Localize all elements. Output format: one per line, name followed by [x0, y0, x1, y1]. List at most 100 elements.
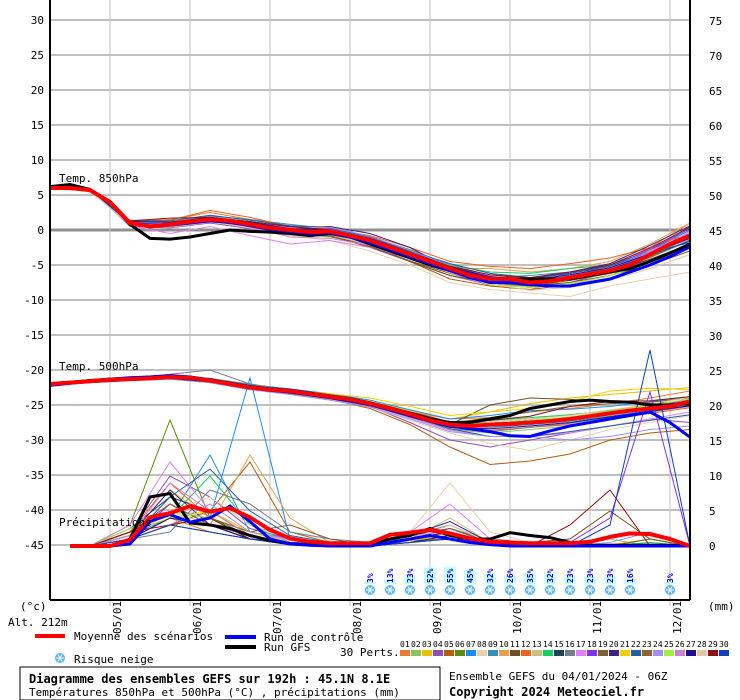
member-number: 19 — [598, 640, 608, 649]
left-tick-label: 15 — [31, 119, 44, 132]
left-tick-label: -25 — [24, 399, 44, 412]
legend-snow-label: Risque neige — [74, 653, 153, 666]
right-tick-label: 0 — [709, 540, 716, 553]
right-tick-label: 45 — [709, 225, 722, 238]
member-number: 23 — [642, 640, 652, 649]
legend-perts-label: 30 Perts. — [340, 646, 400, 659]
member-number: 26 — [675, 640, 685, 649]
snow-risk-bar — [424, 567, 436, 584]
snowflake-icon — [625, 585, 635, 595]
member-color-swatch — [653, 650, 663, 656]
left-tick-label: -15 — [24, 329, 44, 342]
snow-risk-bar — [544, 573, 556, 584]
left-tick-label: 10 — [31, 154, 44, 167]
member-number: 13 — [532, 640, 542, 649]
member-color-swatch — [466, 650, 476, 656]
snow-risk-pct: 3% — [366, 573, 375, 583]
member-color-swatch — [675, 650, 685, 656]
chart-title: Diagramme des ensembles GEFS sur 192h : … — [29, 672, 390, 686]
right-tick-label: 60 — [709, 120, 722, 133]
member-number: 16 — [565, 640, 575, 649]
snowflake-icon — [525, 585, 535, 595]
member-number: 03 — [422, 640, 432, 649]
date-tick-label: 06/01 — [191, 601, 204, 634]
member-color-swatch — [587, 650, 597, 656]
member-color-swatch — [565, 650, 575, 656]
member-number: 05 — [444, 640, 454, 649]
altitude: Alt. 212m — [8, 616, 68, 629]
snowflake-icon — [485, 585, 495, 595]
t850-member-12-line — [49, 186, 691, 270]
grid — [50, 0, 690, 606]
right-tick-label: 50 — [709, 190, 722, 203]
right-axis-unit: (mm) — [708, 600, 735, 613]
member-color-swatch — [642, 650, 652, 656]
snowflake-icon — [665, 585, 675, 595]
member-color-swatch — [455, 650, 465, 656]
snowflake-icon — [545, 585, 555, 595]
snow-risk-bar — [444, 566, 456, 584]
right-tick-label: 20 — [709, 400, 722, 413]
snowflake-icon — [445, 585, 455, 595]
date-tick-label: 09/01 — [431, 601, 444, 634]
right-tick-label: 40 — [709, 260, 722, 273]
member-number: 17 — [576, 640, 586, 649]
run-info: Ensemble GEFS du 04/01/2024 - 06Z — [449, 670, 668, 683]
right-tick-label: 70 — [709, 50, 722, 63]
member-color-swatch — [521, 650, 531, 656]
member-number: 21 — [620, 640, 630, 649]
snowflake-icon — [585, 585, 595, 595]
legend-gfs-label: Run GFS — [264, 641, 310, 654]
right-tick-label: 10 — [709, 470, 722, 483]
member-number: 07 — [466, 640, 476, 649]
copyright: Copyright 2024 Meteociel.fr — [449, 685, 644, 699]
member-color-swatch — [499, 650, 509, 656]
left-tick-label: 30 — [31, 14, 44, 27]
snow-risk-bar — [604, 576, 616, 584]
left-tick-label: -40 — [24, 504, 44, 517]
member-color-swatch — [664, 650, 674, 656]
snow-risk-bar — [524, 572, 536, 584]
member-color-swatch — [598, 650, 608, 656]
snow-risk-bar — [664, 582, 676, 584]
member-color-swatch — [708, 650, 718, 656]
member-number: 24 — [653, 640, 663, 649]
member-number: 02 — [411, 640, 421, 649]
date-tick-label: 10/01 — [511, 601, 524, 634]
snow-risk-pct: 45% — [466, 568, 475, 583]
snow-risk-pct: 3% — [666, 573, 675, 583]
member-number: 27 — [686, 640, 696, 649]
member-number: 01 — [400, 640, 410, 649]
member-color-swatch — [532, 650, 542, 656]
member-number: 12 — [521, 640, 531, 649]
member-number: 28 — [697, 640, 707, 649]
date-tick-label: 05/01 — [111, 601, 124, 634]
snow-risk-pct: 16% — [626, 568, 635, 583]
label-t850: Temp. 850hPa — [59, 172, 138, 185]
legend: Moyenne des scénarios Run de contrôle Ru… — [35, 630, 729, 666]
member-number: 29 — [708, 640, 718, 649]
right-tick-label: 25 — [709, 365, 722, 378]
member-color-swatch — [576, 650, 586, 656]
member-color-swatch — [444, 650, 454, 656]
member-color-swatch — [609, 650, 619, 656]
snowflake-icon — [465, 585, 475, 595]
snowflake-icon — [605, 585, 615, 595]
t850-mean-line — [50, 186, 691, 285]
member-number: 09 — [488, 640, 498, 649]
snow-risk: 3% 13% 23% 52% 55% 45% 32% 26% 35% 32% 23% 23% 23% 16… — [364, 566, 676, 595]
member-number: 14 — [543, 640, 553, 649]
snow-risk-bar — [504, 575, 516, 584]
right-tick-label: 65 — [709, 85, 722, 98]
member-number: 30 — [719, 640, 729, 649]
left-tick-label: 20 — [31, 84, 44, 97]
chart-subtitle: Températures 850hPa et 500hPa (°C) , pré… — [29, 686, 400, 699]
left-tick-label: -20 — [24, 364, 44, 377]
snow-risk-bar — [564, 576, 576, 584]
member-color-swatch — [477, 650, 487, 656]
left-tick-label: 5 — [37, 189, 44, 202]
t850-member-29-line — [49, 187, 691, 279]
snowflake-icon — [505, 585, 515, 595]
snowflake-icon — [425, 585, 435, 595]
